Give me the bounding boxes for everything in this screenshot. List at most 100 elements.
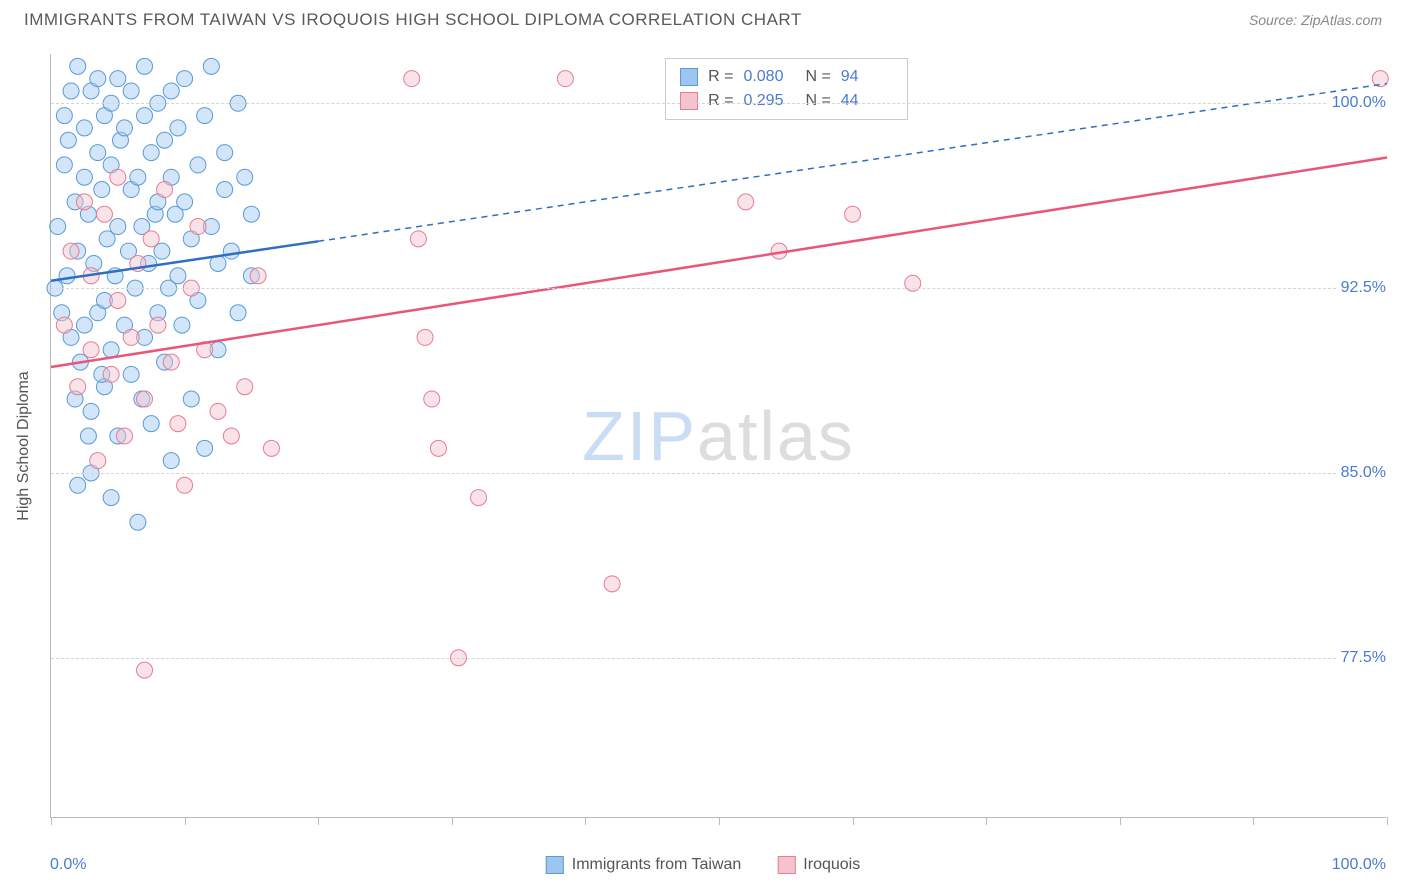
x-tick-mark [1120, 817, 1121, 825]
stats-swatch [680, 92, 698, 110]
stats-row: R = 0.080 N = 94 [680, 65, 893, 89]
scatter-point [197, 108, 213, 124]
gridline [51, 658, 1386, 659]
scatter-point [177, 477, 193, 493]
scatter-point [163, 453, 179, 469]
scatter-point [170, 120, 186, 136]
scatter-point [223, 243, 239, 259]
scatter-point [183, 391, 199, 407]
scatter-point [738, 194, 754, 210]
scatter-point [130, 169, 146, 185]
x-tick-mark [853, 817, 854, 825]
scatter-point [150, 317, 166, 333]
legend-item-iroquois: Iroquois [777, 856, 860, 874]
bottom-legend: Immigrants from Taiwan Iroquois [546, 856, 860, 874]
scatter-point [471, 490, 487, 506]
plot-area: ZIPatlas R =0.080N =94R =0.295N =44 77.5… [50, 54, 1386, 818]
scatter-point [230, 305, 246, 321]
scatter-point [56, 108, 72, 124]
scatter-point [103, 490, 119, 506]
scatter-point [96, 206, 112, 222]
x-tick-mark [51, 817, 52, 825]
scatter-point [424, 391, 440, 407]
scatter-point [60, 132, 76, 148]
scatter-point [604, 576, 620, 592]
scatter-point [237, 169, 253, 185]
stats-row: R =0.295N =44 [680, 89, 893, 113]
scatter-point [217, 145, 233, 161]
gridline [51, 103, 1386, 104]
scatter-point [80, 428, 96, 444]
scatter-point [157, 182, 173, 198]
scatter-point [243, 206, 259, 222]
chart-title: IMMIGRANTS FROM TAIWAN VS IROQUOIS HIGH … [24, 10, 802, 30]
scatter-point [157, 132, 173, 148]
scatter-point [76, 194, 92, 210]
scatter-point [137, 108, 153, 124]
r-label: R = [708, 65, 733, 89]
scatter-point [170, 416, 186, 432]
y-tick-label: 77.5% [1337, 649, 1390, 667]
scatter-point [83, 403, 99, 419]
r-value: 0.080 [743, 65, 795, 89]
legend-label-iroquois: Iroquois [803, 856, 860, 874]
source-value: ZipAtlas.com [1301, 12, 1382, 28]
x-axis-max-label: 100.0% [1332, 856, 1386, 874]
scatter-point [110, 292, 126, 308]
scatter-point [103, 342, 119, 358]
scatter-point [163, 354, 179, 370]
scatter-point [110, 71, 126, 87]
x-tick-mark [1387, 817, 1388, 825]
scatter-point [59, 268, 75, 284]
scatter-point [123, 329, 139, 345]
x-tick-mark [719, 817, 720, 825]
scatter-point [137, 662, 153, 678]
chart-svg [51, 54, 1386, 817]
scatter-point [76, 120, 92, 136]
x-tick-mark [185, 817, 186, 825]
scatter-point [116, 428, 132, 444]
scatter-point [90, 71, 106, 87]
scatter-point [83, 342, 99, 358]
scatter-point [557, 71, 573, 87]
correlation-stats-box: R = 0.080 N = 94R =0.295N =44 [665, 58, 908, 120]
regression-line [51, 158, 1387, 367]
legend-item-taiwan: Immigrants from Taiwan [546, 856, 742, 874]
scatter-point [70, 379, 86, 395]
scatter-point [190, 219, 206, 235]
y-tick-label: 92.5% [1337, 279, 1390, 297]
stats-swatch [680, 68, 698, 86]
gridline [51, 473, 1386, 474]
legend-label-taiwan: Immigrants from Taiwan [572, 856, 742, 874]
scatter-point [130, 514, 146, 530]
scatter-point [170, 268, 186, 284]
scatter-point [404, 71, 420, 87]
scatter-point [50, 219, 66, 235]
x-tick-mark [1253, 817, 1254, 825]
n-label: N = [805, 65, 830, 89]
scatter-point [137, 391, 153, 407]
scatter-point [76, 169, 92, 185]
scatter-point [237, 379, 253, 395]
n-value: 94 [841, 65, 893, 89]
n-value: 44 [841, 89, 893, 113]
source-label: Source: [1249, 12, 1301, 28]
scatter-point [123, 366, 139, 382]
scatter-point [263, 440, 279, 456]
scatter-point [143, 416, 159, 432]
source-attribution: Source: ZipAtlas.com [1249, 12, 1382, 28]
scatter-point [76, 317, 92, 333]
scatter-point [90, 145, 106, 161]
scatter-point [250, 268, 266, 284]
scatter-point [143, 231, 159, 247]
scatter-point [430, 440, 446, 456]
scatter-point [174, 317, 190, 333]
scatter-point [210, 403, 226, 419]
legend-swatch-taiwan [546, 856, 564, 874]
scatter-point [90, 453, 106, 469]
scatter-point [110, 169, 126, 185]
scatter-point [70, 58, 86, 74]
scatter-point [63, 83, 79, 99]
scatter-point [63, 243, 79, 259]
scatter-point [223, 428, 239, 444]
